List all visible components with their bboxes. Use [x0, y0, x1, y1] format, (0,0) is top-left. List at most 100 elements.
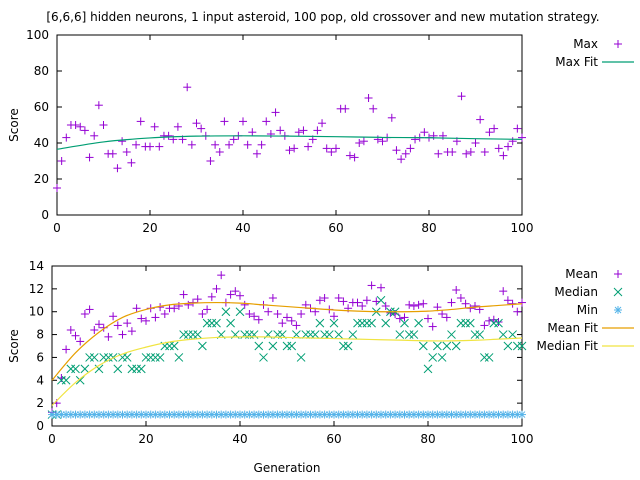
data-point: [118, 330, 127, 339]
x-tick-label: 60: [328, 221, 343, 235]
data-point: [132, 140, 141, 149]
legend-swatch: [614, 270, 622, 278]
data-point: [151, 353, 160, 362]
data-point: [503, 296, 512, 305]
series-min: [48, 410, 526, 419]
data-point: [503, 341, 513, 351]
data-point: [240, 300, 249, 309]
data-point: [296, 353, 306, 362]
data-point: [348, 330, 358, 339]
data-point: [395, 330, 405, 339]
data-point: [95, 320, 103, 329]
data-point: [94, 101, 103, 110]
data-point: [254, 341, 264, 351]
data-point: [184, 300, 193, 309]
data-point: [315, 296, 324, 305]
data-point: [141, 353, 151, 362]
data-point: [428, 353, 438, 362]
data-point: [85, 353, 94, 362]
x-tick-label: 0: [53, 221, 61, 235]
legend-label: Mean Fit: [547, 321, 598, 335]
data-point: [457, 92, 466, 101]
data-point: [66, 364, 76, 374]
data-point: [447, 330, 456, 339]
data-point: [137, 314, 146, 323]
figure-title: [6,6,6] hidden neurons, 1 input asteroid…: [46, 10, 599, 24]
data-point: [357, 318, 367, 328]
y-tick-label: 0: [41, 208, 49, 222]
data-point: [132, 364, 141, 374]
data-point: [433, 303, 442, 312]
x-tick-label: 100: [511, 221, 534, 235]
data-point: [304, 142, 313, 151]
data-point: [452, 286, 461, 294]
data-point: [62, 133, 71, 142]
data-point: [254, 315, 263, 324]
legend-label: Max: [573, 37, 598, 51]
data-point: [484, 353, 494, 362]
data-point: [381, 302, 390, 310]
data-point: [392, 146, 401, 155]
data-point: [429, 131, 438, 140]
data-point: [212, 318, 221, 328]
data-point: [395, 314, 404, 323]
data-point: [461, 318, 470, 328]
data-point: [198, 310, 207, 318]
data-point: [164, 131, 173, 140]
data-point: [235, 307, 245, 317]
y-tick-label: 6: [36, 350, 44, 364]
data-point: [80, 126, 89, 135]
data-point: [320, 330, 329, 339]
data-point: [499, 151, 508, 160]
data-point: [146, 142, 154, 151]
data-point: [414, 318, 423, 328]
data-point: [268, 294, 277, 302]
data-point: [362, 318, 372, 328]
data-point: [226, 290, 235, 299]
series-mean: [48, 271, 526, 417]
data-point: [99, 353, 109, 362]
data-point: [381, 318, 391, 328]
data-point: [206, 157, 215, 165]
data-point: [508, 330, 517, 339]
data-point: [476, 115, 485, 124]
x-tick-label: 60: [326, 432, 341, 446]
data-point: [359, 137, 368, 146]
data-point: [475, 330, 485, 339]
y-tick-label: 20: [34, 172, 49, 186]
data-point: [225, 140, 234, 149]
data-point: [518, 410, 526, 419]
data-point: [292, 321, 301, 330]
data-point: [373, 135, 382, 144]
data-point: [192, 119, 201, 128]
data-point: [245, 310, 254, 318]
data-point: [372, 297, 381, 306]
y-tick-label: 80: [34, 64, 49, 78]
data-point: [327, 148, 336, 156]
data-point: [203, 305, 212, 314]
data-point: [490, 124, 499, 133]
data-point: [94, 364, 104, 374]
data-point: [197, 124, 206, 133]
x-tick-label: 40: [232, 432, 247, 446]
data-point: [259, 353, 268, 362]
data-point: [498, 330, 508, 339]
data-point: [264, 307, 273, 316]
data-point: [211, 140, 220, 149]
data-point: [513, 124, 522, 133]
data-point: [294, 128, 303, 137]
data-point: [377, 283, 385, 292]
data-point: [504, 142, 513, 151]
data-point: [231, 287, 240, 296]
legend-swatch: [613, 287, 623, 297]
data-point: [151, 313, 160, 322]
data-point: [123, 319, 132, 328]
data-point: [248, 128, 257, 137]
data-point: [339, 341, 348, 351]
data-point: [66, 326, 75, 334]
x-tick-label: 40: [235, 221, 250, 235]
data-point: [250, 312, 259, 321]
data-point: [364, 94, 373, 102]
data-point: [104, 332, 113, 341]
data-point: [341, 104, 350, 113]
